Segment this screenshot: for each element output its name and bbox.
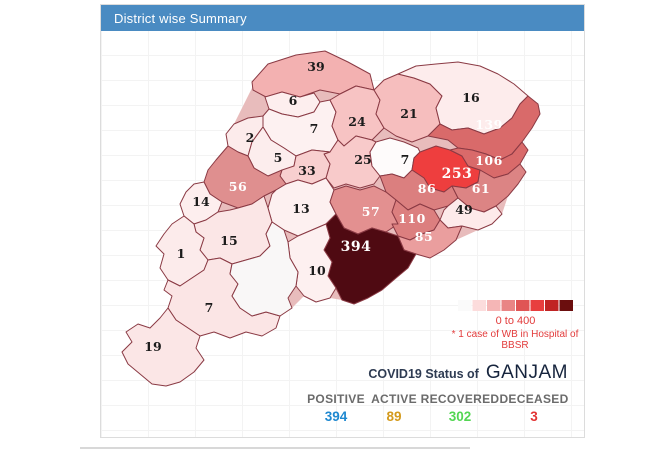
covid-status-prefix: COVID19 Status of — [368, 367, 479, 381]
stat-label: POSITIVE — [307, 392, 365, 406]
stat-label: RECOVERED — [420, 392, 500, 406]
stat-deceased: DECEASED 3 — [499, 392, 568, 424]
stat-positive: POSITIVE 394 — [307, 392, 365, 424]
legend-note: * 1 case of WB in Hospital of BBSR — [451, 329, 579, 351]
panel-title: District wise Summary — [114, 10, 247, 26]
legend-range-label: 0 to 400 — [495, 315, 536, 327]
stat-label: ACTIVE — [371, 392, 417, 406]
covid-status-title: COVID19 Status of GANJAM — [368, 362, 568, 384]
stat-active: ACTIVE 89 — [371, 392, 417, 424]
stat-recovered: RECOVERED 302 — [421, 392, 500, 424]
bottom-divider — [80, 447, 470, 449]
stat-value: 89 — [386, 409, 402, 424]
stat-label: DECEASED — [499, 392, 569, 406]
panel-header: District wise Summary — [101, 5, 584, 31]
stat-value: 394 — [324, 409, 348, 424]
covid-status-district: GANJAM — [485, 362, 568, 383]
stat-value: 3 — [530, 409, 538, 424]
stat-value: 302 — [448, 409, 472, 424]
